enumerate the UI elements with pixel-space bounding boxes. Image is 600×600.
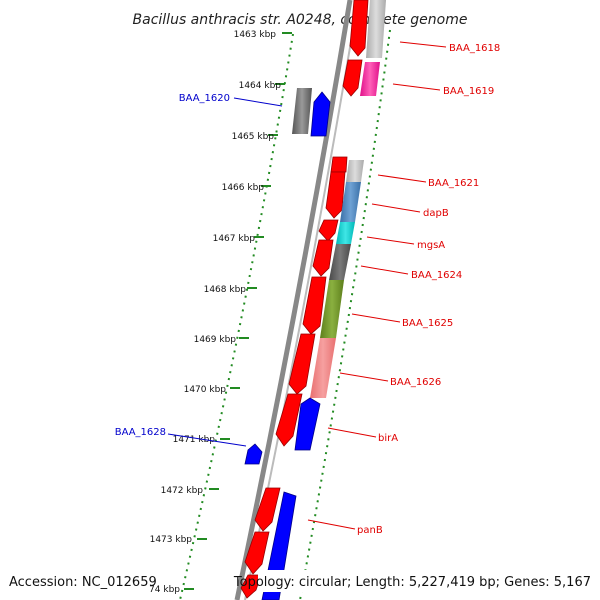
tick-labels: 1463 kbp 1464 kbp 1465 kbp 1466 kbp 1467… bbox=[138, 30, 282, 595]
gene-label: BAA_1626 bbox=[390, 377, 441, 388]
gene-label: panB bbox=[357, 525, 383, 536]
leader-line bbox=[339, 372, 389, 382]
gene-dapB-class bbox=[340, 182, 361, 222]
gene-mgsA-class bbox=[336, 222, 355, 244]
leader-line bbox=[233, 97, 283, 107]
map-title: Bacillus anthracis str. A0248, complete … bbox=[133, 12, 468, 28]
gene-BAA_1620-class bbox=[292, 88, 312, 134]
footer-left-bg bbox=[0, 570, 150, 592]
leader-line bbox=[377, 174, 427, 183]
leader-line bbox=[366, 236, 415, 245]
leader-line bbox=[351, 313, 401, 323]
gene-BAA_1626-class bbox=[310, 338, 336, 398]
gene-panB bbox=[254, 487, 281, 532]
leader-line bbox=[392, 83, 441, 91]
tick-ring bbox=[179, 33, 294, 600]
gene-BAA_1619 bbox=[342, 59, 363, 97]
gene-BAA_1625 bbox=[302, 276, 327, 335]
gene-label: mgsA bbox=[417, 240, 445, 251]
gene-BAA_1621-class bbox=[346, 160, 364, 182]
gene-BAA_1620 bbox=[310, 91, 331, 137]
leader-line bbox=[167, 433, 247, 447]
leader-line bbox=[327, 427, 377, 438]
leader-line bbox=[307, 519, 356, 530]
gene-label: BAA_1619 bbox=[443, 86, 494, 97]
gene-labels: BAA_1618 BAA_1619 BAA_1620 BAA_1621 dapB… bbox=[115, 43, 501, 536]
gene-label: birA bbox=[378, 433, 398, 444]
gene-dapB bbox=[325, 171, 346, 219]
gene-label: BAA_1621 bbox=[428, 178, 479, 189]
leader-lines bbox=[167, 41, 447, 530]
tick-label: 1463 kbp bbox=[234, 30, 277, 40]
gene-red bbox=[244, 531, 270, 575]
gene-birA bbox=[275, 393, 303, 447]
tick-label: 1464 kbp bbox=[239, 81, 282, 91]
gene-label: BAA_1624 bbox=[411, 270, 462, 281]
tick-label: 1469 kbp bbox=[194, 335, 237, 345]
inner-ring bbox=[299, 29, 391, 600]
gene-BAA_1619-class bbox=[360, 62, 380, 96]
tick-label: 1474 kbp bbox=[138, 585, 181, 595]
leader-line bbox=[371, 203, 421, 213]
gene-BAA_1625-class bbox=[320, 280, 344, 338]
tick-label: 1466 kbp bbox=[222, 183, 265, 193]
tick-label: 1473 kbp bbox=[150, 535, 193, 545]
gene-label: BAA_1618 bbox=[449, 43, 500, 54]
tick-label: 1468 kbp bbox=[204, 285, 247, 295]
tick-label: 1470 kbp bbox=[184, 385, 227, 395]
annotation-track bbox=[310, 0, 386, 398]
forward-genes bbox=[240, 0, 369, 599]
gene-mgsA bbox=[318, 219, 339, 242]
gene-BAA_1628 bbox=[244, 443, 263, 465]
gene-label: BAA_1620 bbox=[179, 93, 230, 104]
gene-label: BAA_1625 bbox=[402, 318, 453, 329]
gene-BAA_1624-class bbox=[329, 244, 351, 280]
tick-label: 1467 kbp bbox=[213, 234, 256, 244]
backbone bbox=[234, 0, 353, 600]
footer-right-bg bbox=[258, 570, 600, 592]
tick-label: 1472 kbp bbox=[161, 486, 204, 496]
gene-BAA_1624 bbox=[312, 239, 334, 277]
tick-marks bbox=[184, 32, 292, 590]
gene-label: BAA_1628 bbox=[115, 427, 166, 438]
gene-label: dapB bbox=[423, 208, 449, 219]
gene-BAA_1621-part bbox=[330, 156, 348, 173]
gene-BAA_1618-class bbox=[366, 0, 386, 58]
gene-birA-rev bbox=[294, 397, 321, 451]
leader-line bbox=[360, 265, 409, 275]
accession-text: Accession: NC_012659 bbox=[9, 575, 157, 590]
leader-line bbox=[399, 41, 447, 48]
tick-label: 1465 kbp bbox=[232, 132, 275, 142]
genome-summary-text: Topology: circular; Length: 5,227,419 bp… bbox=[233, 575, 591, 590]
tick-label: 1471 kbp bbox=[173, 435, 216, 445]
gene-BAA_1626 bbox=[288, 333, 316, 395]
gene-BAA_1618 bbox=[349, 0, 369, 57]
